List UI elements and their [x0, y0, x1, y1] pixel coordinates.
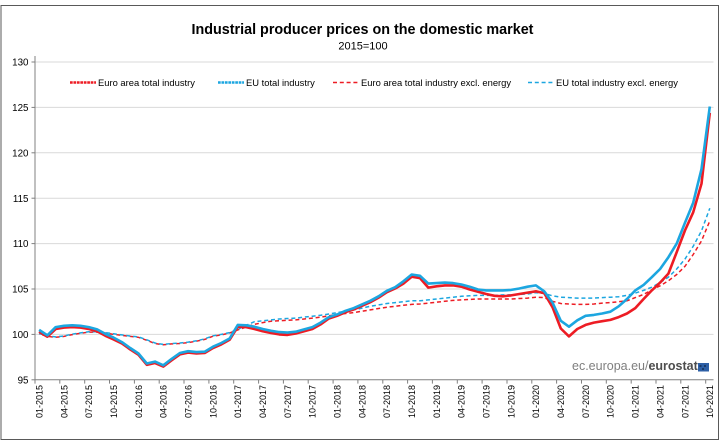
- svg-text:01-2016: 01-2016: [134, 385, 144, 418]
- svg-text:04-2019: 04-2019: [457, 385, 467, 418]
- svg-text:07-2015: 07-2015: [84, 385, 94, 418]
- svg-text:120: 120: [12, 148, 29, 159]
- svg-text:105: 105: [12, 285, 29, 296]
- svg-text:04-2021: 04-2021: [655, 385, 665, 418]
- svg-text:04-2020: 04-2020: [556, 385, 566, 418]
- svg-text:01-2019: 01-2019: [432, 385, 442, 418]
- svg-text:04-2016: 04-2016: [159, 385, 169, 418]
- svg-text:01-2015: 01-2015: [34, 385, 44, 418]
- svg-text:Euro area total industry: Euro area total industry: [98, 77, 195, 88]
- svg-text:07-2021: 07-2021: [680, 385, 690, 418]
- svg-text:110: 110: [13, 239, 29, 250]
- svg-text:Euro area total industry excl.: Euro area total industry excl. energy: [361, 77, 511, 88]
- svg-text:95: 95: [18, 375, 29, 386]
- svg-text:01-2021: 01-2021: [631, 385, 641, 418]
- svg-text:01-2017: 01-2017: [233, 385, 243, 418]
- svg-text:130: 130: [12, 58, 29, 69]
- svg-text:07-2020: 07-2020: [581, 385, 591, 418]
- svg-text:10-2016: 10-2016: [208, 385, 218, 418]
- svg-text:07-2018: 07-2018: [382, 385, 392, 418]
- svg-text:10-2015: 10-2015: [109, 385, 119, 418]
- svg-text:01-2020: 01-2020: [531, 385, 541, 418]
- svg-text:07-2017: 07-2017: [283, 385, 293, 418]
- svg-text:07-2019: 07-2019: [482, 385, 492, 418]
- svg-text:04-2015: 04-2015: [59, 385, 69, 418]
- svg-text:04-2017: 04-2017: [258, 385, 268, 418]
- svg-text:10-2021: 10-2021: [705, 385, 715, 418]
- svg-text:10-2017: 10-2017: [308, 385, 318, 418]
- svg-text:Industrial producer prices on: Industrial producer prices on the domest…: [192, 22, 534, 38]
- svg-text:115: 115: [13, 194, 29, 205]
- svg-text:100: 100: [12, 330, 29, 341]
- svg-text:07-2016: 07-2016: [184, 385, 194, 418]
- svg-text:EU total industry excl. energy: EU total industry excl. energy: [556, 77, 678, 88]
- svg-text:10-2020: 10-2020: [606, 385, 616, 418]
- svg-text:10-2018: 10-2018: [407, 385, 417, 418]
- svg-text:ec.europa.eu/eurostat: ec.europa.eu/eurostat: [572, 359, 699, 373]
- svg-text:04-2018: 04-2018: [357, 385, 367, 418]
- svg-text:2015=100: 2015=100: [338, 41, 387, 53]
- svg-text:125: 125: [12, 103, 29, 114]
- svg-text:EU total industry: EU total industry: [246, 77, 315, 88]
- svg-text:10-2019: 10-2019: [506, 385, 516, 418]
- svg-text:01-2018: 01-2018: [333, 385, 343, 418]
